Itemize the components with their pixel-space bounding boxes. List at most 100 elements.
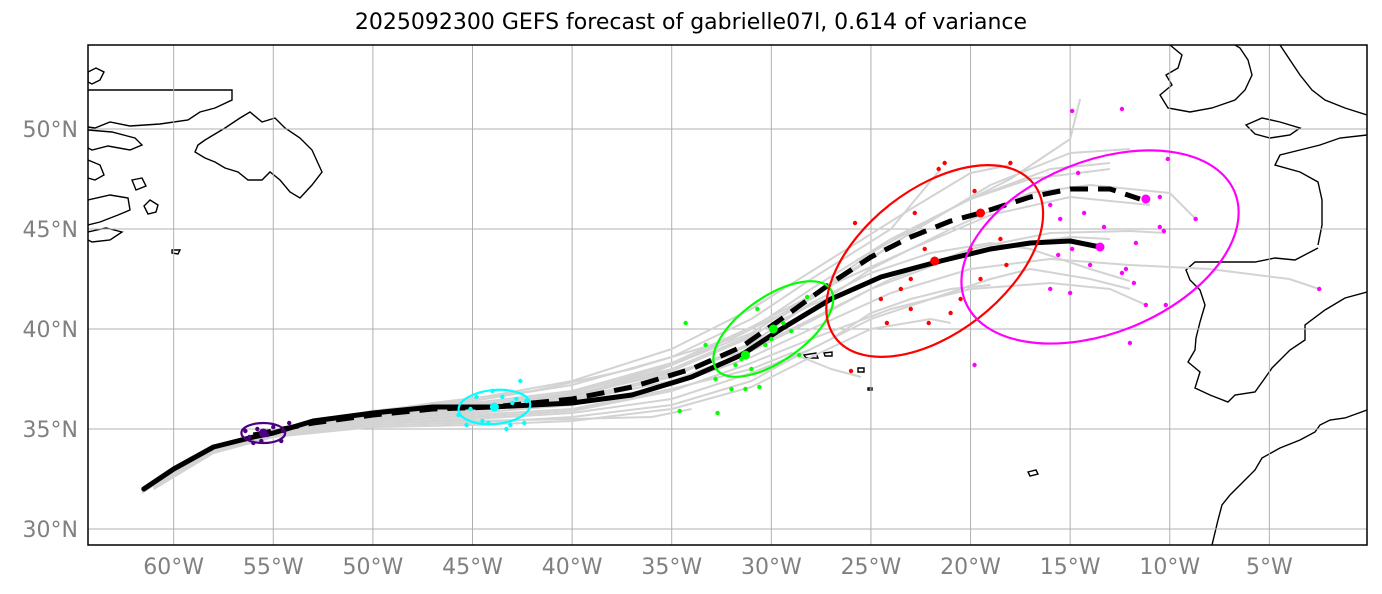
member-position-dot [743,386,748,392]
member-position-dot [797,352,802,358]
lon-tick-label: 15°W [1040,555,1101,580]
mean-position-center [976,208,986,218]
member-position-dot [464,422,469,428]
member-position-dot [715,410,720,416]
lon-tick-label: 20°W [940,555,1001,580]
lon-tick-label: 30°W [741,555,802,580]
latitude-tick-labels: 30°N 35°N 40°N 45°N 50°N [23,118,78,543]
member-position-dot [926,320,931,326]
coastlines [88,45,1367,545]
lon-tick-label: 25°W [841,555,902,580]
member-position-dot [1048,202,1053,208]
member-position-dot [1123,266,1129,272]
member-position-dot [683,320,688,326]
lat-tick-label: 50°N [23,118,78,143]
member-position-dot [1131,280,1137,286]
position-center [768,324,778,334]
ensemble-tracks [141,98,1320,494]
member-position-dot [247,434,252,440]
forecast-position-group [240,420,292,446]
member-position-dot [713,376,718,382]
position-center [930,256,940,266]
member-position-dot [922,246,927,252]
member-position-dot [1069,108,1075,114]
plot-frame [87,44,1368,546]
ensemble-track [153,184,1197,486]
member-position-dot [1004,262,1009,268]
longitude-tick-labels: 60°W 55°W 50°W 45°W 40°W 35°W 30°W 25°W 20°W 15°W… [143,555,1293,580]
gridlines [88,45,1367,545]
member-position-dot [1056,252,1061,258]
member-position-dot [1008,160,1013,166]
member-position-dot [908,276,913,282]
member-position-dot [281,428,286,434]
member-position-dot [852,220,858,226]
member-position-dot [898,286,904,292]
lat-tick-label: 35°N [23,418,78,443]
member-position-dot [677,408,682,414]
member-position-dot [259,438,264,444]
ensemble-track [153,168,942,488]
member-position-dot [998,236,1003,242]
ensemble-track [153,408,692,490]
member-position-dot [1157,194,1163,200]
member-position-dot [474,394,479,400]
member-position-dot [508,422,513,428]
lon-tick-label: 55°W [243,555,304,580]
member-position-dot [518,378,523,384]
member-position-dot [908,306,913,312]
member-position-dot [1048,286,1053,292]
position-center [258,428,268,438]
member-position-dot [514,396,519,402]
member-position-dot [490,388,495,394]
member-position-dot [287,420,292,426]
member-position-dot [1075,170,1081,176]
lon-tick-label: 40°W [542,555,603,580]
member-position-dot [1157,224,1163,230]
member-position-dot [972,188,977,194]
member-position-dot [729,386,734,392]
lon-tick-label: 35°W [641,555,702,580]
member-position-dot [948,310,953,316]
uncertainty-ellipse [712,280,835,378]
ensemble-mean-track-dashed [252,186,1141,438]
member-position-dot [243,428,248,434]
member-position-dot [958,296,963,302]
member-position-dot [942,160,947,166]
lon-tick-label: 45°W [442,555,503,580]
lat-tick-label: 45°N [23,218,78,243]
member-position-dot [703,342,708,348]
member-position-dot [884,320,890,326]
member-position-dot [789,328,794,334]
member-position-dot [936,166,941,172]
uncertainty-ellipse [240,421,287,445]
member-position-dot [1067,290,1073,296]
member-position-dot [763,342,768,348]
member-position-dot [500,394,505,400]
member-position-dot [1119,270,1125,276]
member-position-dot [733,362,738,368]
member-position-dot [781,320,786,326]
member-position-dot [1101,224,1107,230]
member-position-dot [279,438,284,444]
member-position-dot [510,400,515,406]
ensemble-track [153,230,1166,488]
member-position-dot [1161,228,1166,234]
position-center [489,402,499,412]
forecast-position-group [960,106,1322,368]
member-position-dot [978,276,983,282]
member-position-dot [878,296,884,302]
member-position-dot [1069,246,1075,252]
member-position-dot [271,424,276,430]
member-position-dot [1165,156,1170,162]
member-position-dot [912,210,917,216]
forecast-positions [240,106,1322,446]
member-position-dot [1163,302,1168,308]
position-center [1095,242,1105,252]
member-position-dot [251,440,256,446]
member-position-dot [1081,210,1087,216]
member-position-dot [456,412,461,418]
forecast-position-group [456,378,532,432]
mean-position-center [1141,194,1151,204]
